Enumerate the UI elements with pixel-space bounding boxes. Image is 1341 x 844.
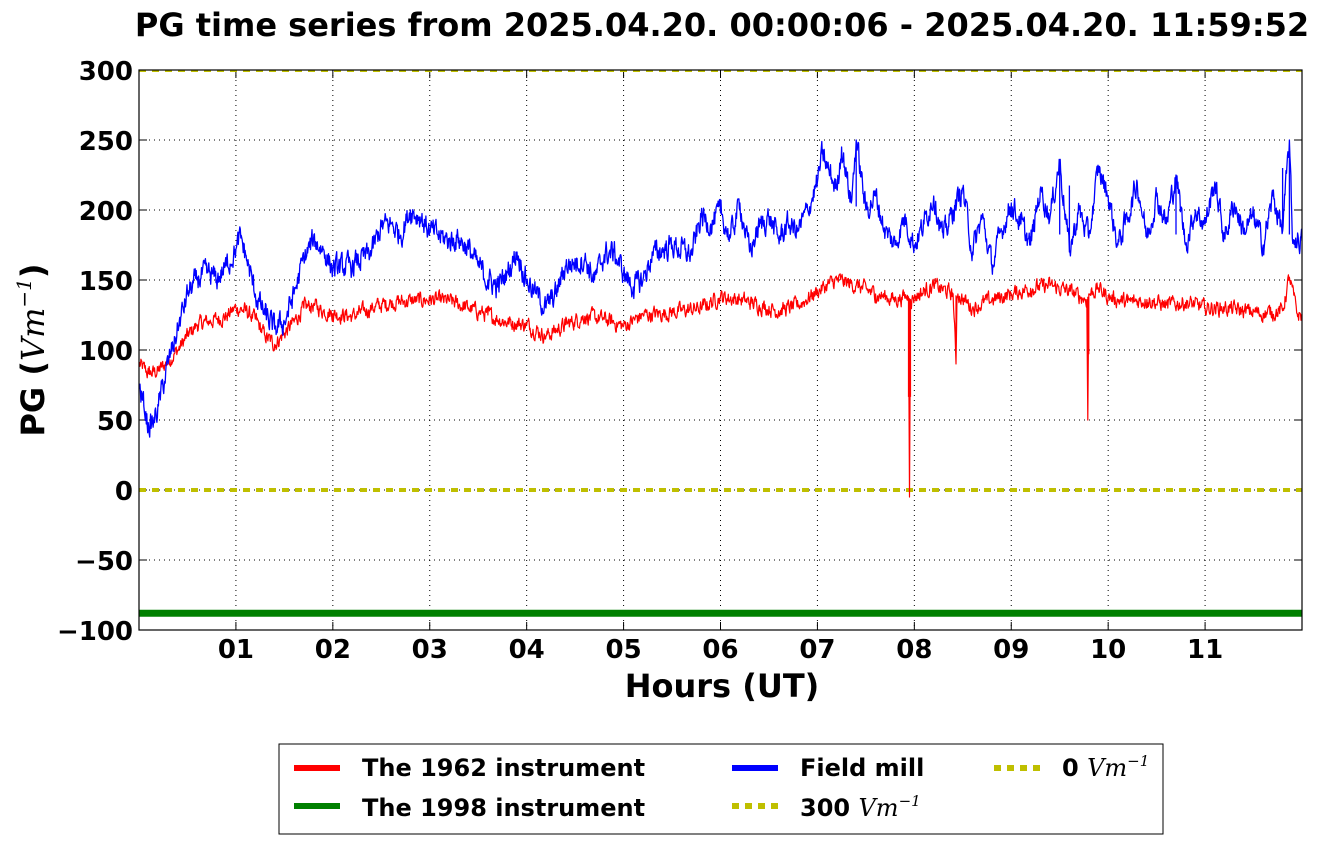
chart-title: PG time series from 2025.04.20. 00:00:06…: [135, 6, 1309, 44]
grid-lines: [139, 69, 1302, 631]
x-tick-label: 08: [896, 635, 932, 665]
x-tick-label: 04: [509, 635, 545, 665]
legend-label-300: 300 Vm−1: [800, 792, 921, 822]
legend-label-1998: The 1998 instrument: [362, 794, 645, 822]
x-tick-label: 09: [993, 635, 1029, 665]
data-series: [139, 70, 1302, 617]
x-tick-labels: 01 02 03 04 05 06 07 08 09 10 11: [218, 635, 1223, 665]
y-tick-label: −50: [75, 547, 133, 577]
plot-frame: [138, 69, 1303, 631]
y-tick-labels: 300 250 200 150 100 50 0 −50 −100: [57, 57, 133, 647]
x-axis-label: Hours (UT): [625, 667, 820, 705]
series-line-field-mill: [139, 139, 1302, 438]
legend-entry-300: 300 Vm−1: [732, 792, 921, 822]
x-tick-label: 07: [799, 635, 835, 665]
y-tick-label: 0: [115, 477, 133, 507]
legend-label-field-mill: Field mill: [800, 754, 924, 782]
x-tick-label: 02: [315, 635, 351, 665]
legend-label-0: 0 Vm−1: [1062, 752, 1149, 782]
y-axis-label: PG (Vm−1): [12, 263, 52, 436]
y-tick-label: 50: [97, 407, 133, 437]
y-tick-label: 150: [79, 267, 133, 297]
series-line-the-1962-instrument: [139, 273, 1302, 498]
y-tick-label: 300: [79, 57, 133, 87]
x-tick-label: 10: [1090, 635, 1126, 665]
x-tick-label: 05: [605, 635, 641, 665]
legend-entry-field-mill: Field mill: [732, 754, 924, 782]
y-tick-label: 200: [79, 197, 133, 227]
legend-entry-1998: The 1998 instrument: [294, 794, 645, 822]
legend-box: [278, 743, 1164, 835]
x-tick-label: 11: [1187, 635, 1223, 665]
legend-label-1962: The 1962 instrument: [362, 754, 645, 782]
y-tick-label: −100: [57, 617, 133, 647]
y-tick-label: 250: [79, 127, 133, 157]
x-tick-label: 06: [702, 635, 738, 665]
legend-entry-0: 0 Vm−1: [994, 752, 1149, 782]
legend: The 1962 instrument The 1998 instrument …: [278, 743, 1164, 835]
x-tick-label: 01: [218, 635, 254, 665]
x-tick-label: 03: [412, 635, 448, 665]
legend-entry-1962: The 1962 instrument: [294, 754, 645, 782]
y-tick-label: 100: [79, 337, 133, 367]
